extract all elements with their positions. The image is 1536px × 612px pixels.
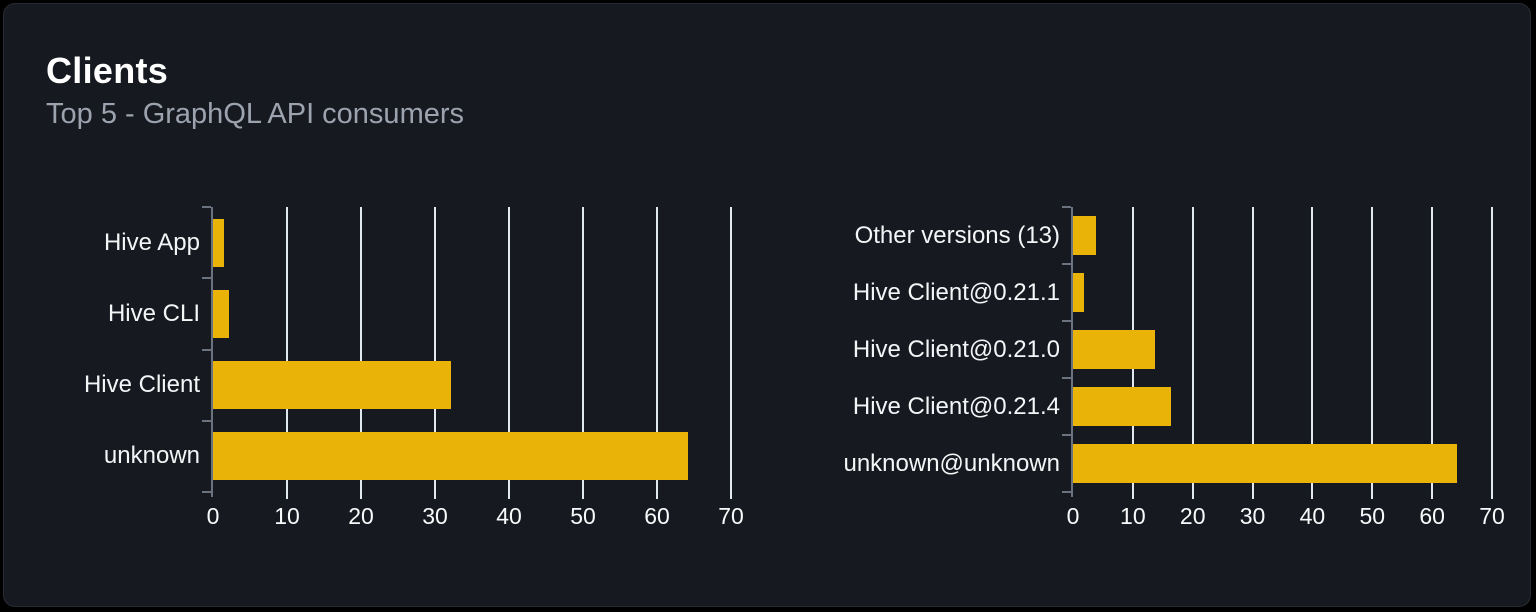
bar[interactable]	[213, 218, 225, 267]
bar[interactable]	[213, 432, 689, 481]
bar[interactable]	[1073, 387, 1172, 426]
bar[interactable]	[1073, 216, 1097, 255]
bar[interactable]	[213, 289, 230, 338]
card-title: Clients	[46, 50, 169, 91]
clients-card: Clients Top 5 - GraphQL API consumers	[3, 3, 1531, 607]
bar[interactable]	[1073, 273, 1085, 312]
bar[interactable]	[1073, 444, 1458, 483]
bar[interactable]	[213, 361, 451, 410]
card-subtitle: Top 5 - GraphQL API consumers	[46, 98, 465, 130]
bar[interactable]	[1073, 330, 1155, 369]
